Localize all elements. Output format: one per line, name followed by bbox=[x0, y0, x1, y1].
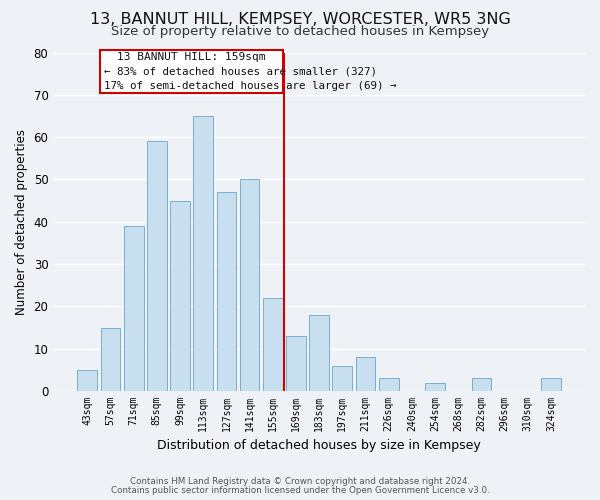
Bar bbox=[541, 378, 561, 391]
Bar bbox=[193, 116, 213, 391]
Bar bbox=[147, 142, 167, 391]
Text: Size of property relative to detached houses in Kempsey: Size of property relative to detached ho… bbox=[111, 25, 489, 38]
FancyBboxPatch shape bbox=[100, 50, 283, 92]
Text: Contains HM Land Registry data © Crown copyright and database right 2024.: Contains HM Land Registry data © Crown c… bbox=[130, 477, 470, 486]
X-axis label: Distribution of detached houses by size in Kempsey: Distribution of detached houses by size … bbox=[157, 440, 481, 452]
Bar bbox=[170, 200, 190, 391]
Text: ← 83% of detached houses are smaller (327): ← 83% of detached houses are smaller (32… bbox=[104, 66, 377, 76]
Text: 17% of semi-detached houses are larger (69) →: 17% of semi-detached houses are larger (… bbox=[104, 82, 396, 92]
Bar bbox=[472, 378, 491, 391]
Bar bbox=[240, 180, 259, 391]
Bar bbox=[425, 382, 445, 391]
Bar bbox=[101, 328, 121, 391]
Text: 13, BANNUT HILL, KEMPSEY, WORCESTER, WR5 3NG: 13, BANNUT HILL, KEMPSEY, WORCESTER, WR5… bbox=[89, 12, 511, 28]
Bar bbox=[309, 315, 329, 391]
Bar bbox=[77, 370, 97, 391]
Bar bbox=[286, 336, 306, 391]
Bar bbox=[263, 298, 283, 391]
Text: Contains public sector information licensed under the Open Government Licence v3: Contains public sector information licen… bbox=[110, 486, 490, 495]
Bar bbox=[217, 192, 236, 391]
Text: 13 BANNUT HILL: 159sqm: 13 BANNUT HILL: 159sqm bbox=[118, 52, 266, 62]
Bar bbox=[124, 226, 143, 391]
Bar bbox=[356, 357, 376, 391]
Bar bbox=[379, 378, 398, 391]
Y-axis label: Number of detached properties: Number of detached properties bbox=[15, 129, 28, 315]
Bar bbox=[332, 366, 352, 391]
